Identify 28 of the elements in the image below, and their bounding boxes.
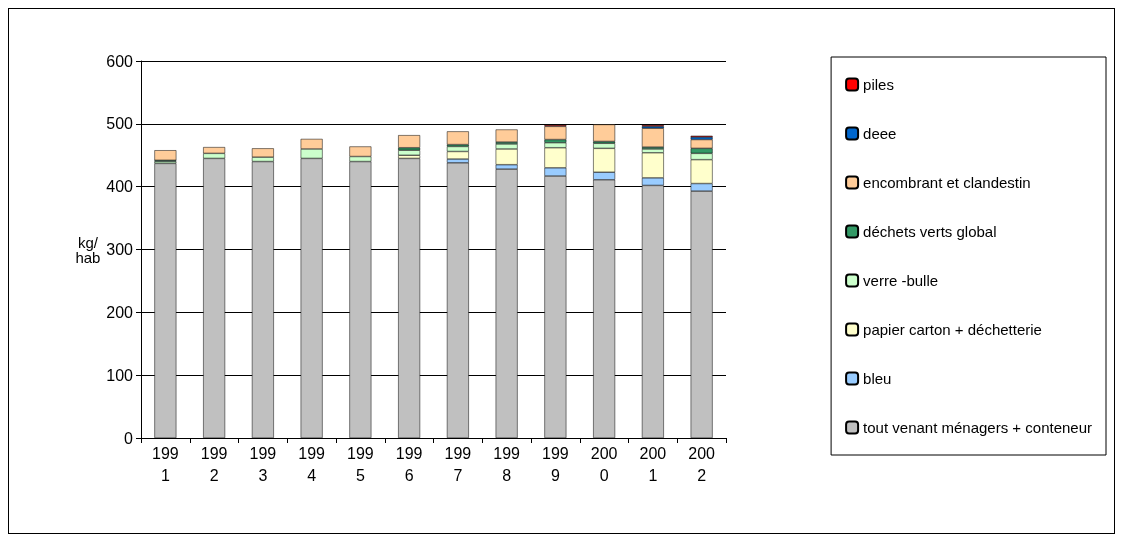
legend-label: bleu <box>863 370 892 387</box>
x-tick-label: 1997 <box>444 444 472 484</box>
legend-label: deee <box>863 125 897 142</box>
x-tick-label: 1994 <box>298 444 326 484</box>
y-tick-label: 600 <box>106 52 134 70</box>
x-tick-label: 2001 <box>639 444 667 484</box>
x-tick-label: 1992 <box>200 444 228 484</box>
x-tick-label: 1995 <box>347 444 374 484</box>
y-axis-title: kg/ hab <box>75 233 101 266</box>
x-tick-label: 1991 <box>152 444 179 484</box>
x-tick-label: 2002 <box>688 444 716 484</box>
x-tick-label: 2000 <box>590 444 618 484</box>
x-tick-label: 1998 <box>493 444 521 484</box>
y-tick-label: 500 <box>106 115 134 133</box>
y-tick-label: 0 <box>124 429 134 447</box>
y-tick-label: 400 <box>106 178 134 196</box>
y-tick-label: 300 <box>106 241 134 258</box>
legend-label: verre -bulle <box>863 272 939 289</box>
legend-label: tout venant ménagers + conteneur <box>863 419 1092 436</box>
legend-label: encombrant et clandestin <box>863 174 1031 191</box>
y-tick-label: 100 <box>106 366 134 384</box>
y-tick-label: 200 <box>106 303 134 321</box>
x-tick-label: 1999 <box>542 444 569 484</box>
legend-label: déchets verts global <box>863 223 997 240</box>
x-tick-label: 1993 <box>249 444 277 484</box>
legend-label: papier carton + déchetterie <box>863 321 1042 338</box>
legend-label: piles <box>863 76 894 93</box>
x-tick-label: 1996 <box>395 444 423 484</box>
